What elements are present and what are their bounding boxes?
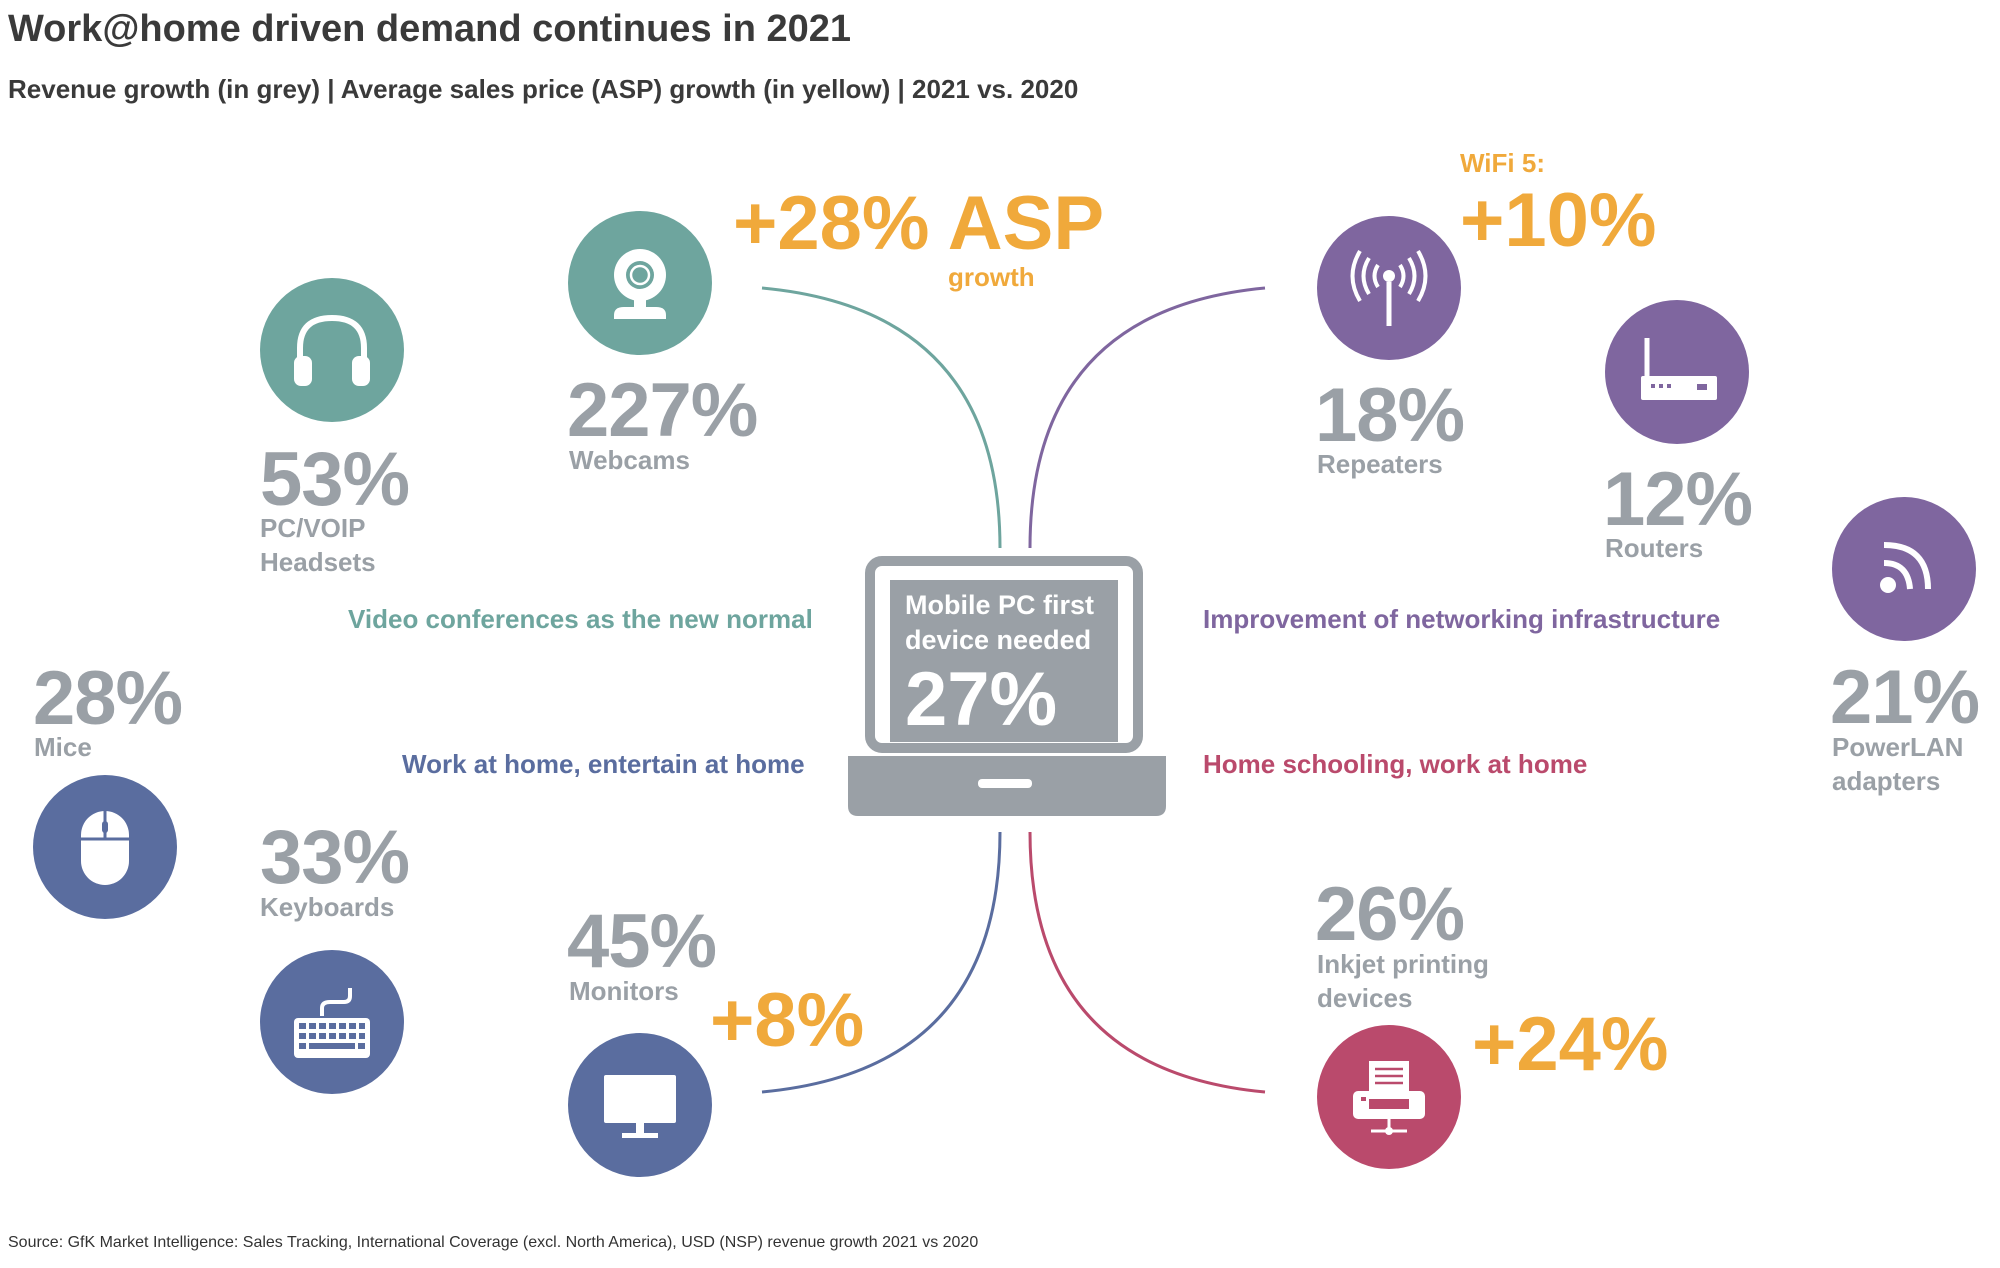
mice-label: Mice [34, 732, 92, 762]
powerlan-label-line2: adapters [1832, 766, 1941, 796]
connector-inkjet [1028, 831, 1266, 1094]
monitors-asp: +8% [710, 978, 865, 1063]
mouse-icon [81, 811, 129, 885]
repeaters-label: Repeaters [1317, 449, 1443, 479]
powerlan-label-line1: PowerLAN [1832, 732, 1964, 762]
mice-value: 28% [33, 656, 183, 741]
page-title: Work@home driven demand continues in 202… [8, 8, 851, 50]
inkjet-label-line2: devices [1317, 983, 1413, 1013]
source-note: Source: GfK Market Intelligence: Sales T… [8, 1234, 979, 1251]
headsets-label-line2: Headsets [260, 547, 376, 577]
signal-circle [1832, 497, 1976, 641]
webcams-asp: +28% ASP [733, 181, 1105, 266]
repeaters-asp-note: WiFi 5: [1460, 148, 1545, 178]
routers-value: 12% [1603, 457, 1753, 542]
inkjet-label-line1: Inkjet printing [1317, 949, 1489, 979]
theme-networking: Improvement of networking infrastructure [1203, 604, 1721, 634]
connector-webcams [761, 286, 1002, 549]
headset-icon [294, 314, 370, 386]
laptop-caption: Mobile PC first device needed [905, 590, 1095, 655]
signal-icon [1880, 542, 1931, 593]
monitors-value: 45% [567, 899, 717, 984]
repeaters-asp: +10% [1460, 178, 1657, 263]
printer-icon [1353, 1061, 1425, 1135]
keyboard-icon [294, 988, 370, 1058]
laptop-value: 27% [905, 657, 1058, 742]
laptop-icon [848, 556, 1166, 816]
headsets-label-line1: PC/VOIP [260, 513, 366, 543]
connector-monitors [761, 831, 1002, 1094]
webcams-label: Webcams [569, 445, 690, 475]
webcams-asp-note: growth [948, 262, 1035, 292]
antenna-circle [1317, 216, 1461, 360]
webcam-icon [614, 249, 666, 319]
inkjet-value: 26% [1315, 872, 1465, 957]
powerlan-value: 21% [1830, 655, 1980, 740]
keyboard-circle [260, 950, 404, 1094]
antenna-icon [1350, 249, 1428, 326]
router-circle [1605, 300, 1749, 444]
headset-circle [260, 278, 404, 422]
webcams-value: 227% [567, 368, 758, 453]
monitors-label: Monitors [569, 976, 679, 1006]
connector-repeaters [1028, 286, 1266, 549]
keyboards-label: Keyboards [260, 892, 395, 922]
inkjet-asp: +24% [1472, 1002, 1669, 1087]
theme-schooling: Home schooling, work at home [1203, 749, 1588, 779]
headsets-value: 53% [260, 437, 410, 522]
monitor-circle [568, 1033, 712, 1177]
printer-circle [1317, 1025, 1461, 1169]
mouse-circle [33, 775, 177, 919]
keyboards-value: 33% [260, 815, 410, 900]
monitor-icon [604, 1075, 676, 1138]
theme-video: Video conferences as the new normal [348, 604, 813, 634]
router-icon [1641, 338, 1717, 400]
theme-entertain: Work at home, entertain at home [402, 749, 805, 779]
webcam-circle [568, 211, 712, 355]
routers-label: Routers [1605, 533, 1704, 563]
repeaters-value: 18% [1315, 373, 1465, 458]
page-subtitle: Revenue growth (in grey) | Average sales… [8, 74, 1079, 104]
